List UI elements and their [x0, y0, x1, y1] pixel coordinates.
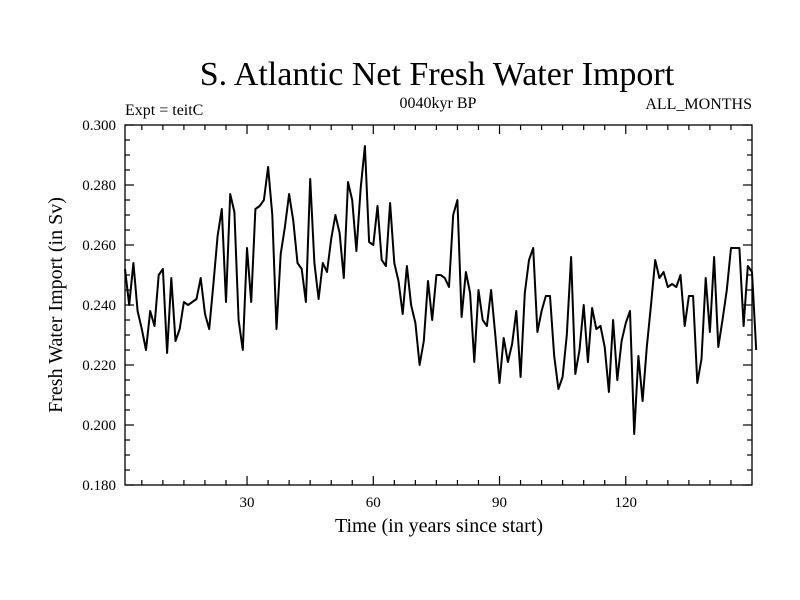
experiment-label: Expt = teitC	[125, 102, 203, 119]
minor-ticks	[125, 125, 752, 485]
x-axis-label: Time (in years since start)	[335, 515, 543, 537]
y-tick-label: 0.240	[82, 298, 116, 314]
y-tick-label: 0.280	[82, 178, 116, 194]
y-tick-label: 0.200	[82, 418, 116, 434]
y-tick-label: 0.300	[82, 118, 116, 134]
y-axis-ticks: 0.180 0.200 0.220 0.240 0.260 0.280 0.300	[82, 118, 752, 494]
y-tick-label: 0.220	[82, 358, 116, 374]
y-tick-label: 0.260	[82, 238, 116, 254]
x-axis-ticks: 30 60 90 120	[240, 125, 637, 511]
period-label: 0040kyr BP	[400, 95, 477, 112]
x-tick-label: 30	[240, 495, 255, 511]
x-tick-label: 120	[615, 495, 638, 511]
x-tick-label: 60	[366, 495, 381, 511]
plot-frame	[124, 124, 753, 486]
chart-title: S. Atlantic Net Fresh Water Import	[200, 56, 675, 93]
y-tick-label: 0.180	[82, 478, 116, 494]
months-label: ALL_MONTHS	[645, 96, 752, 113]
y-axis-label: Fresh Water Import (in Sv)	[45, 197, 67, 413]
series-line	[124, 145, 758, 435]
x-tick-label: 90	[492, 495, 507, 511]
